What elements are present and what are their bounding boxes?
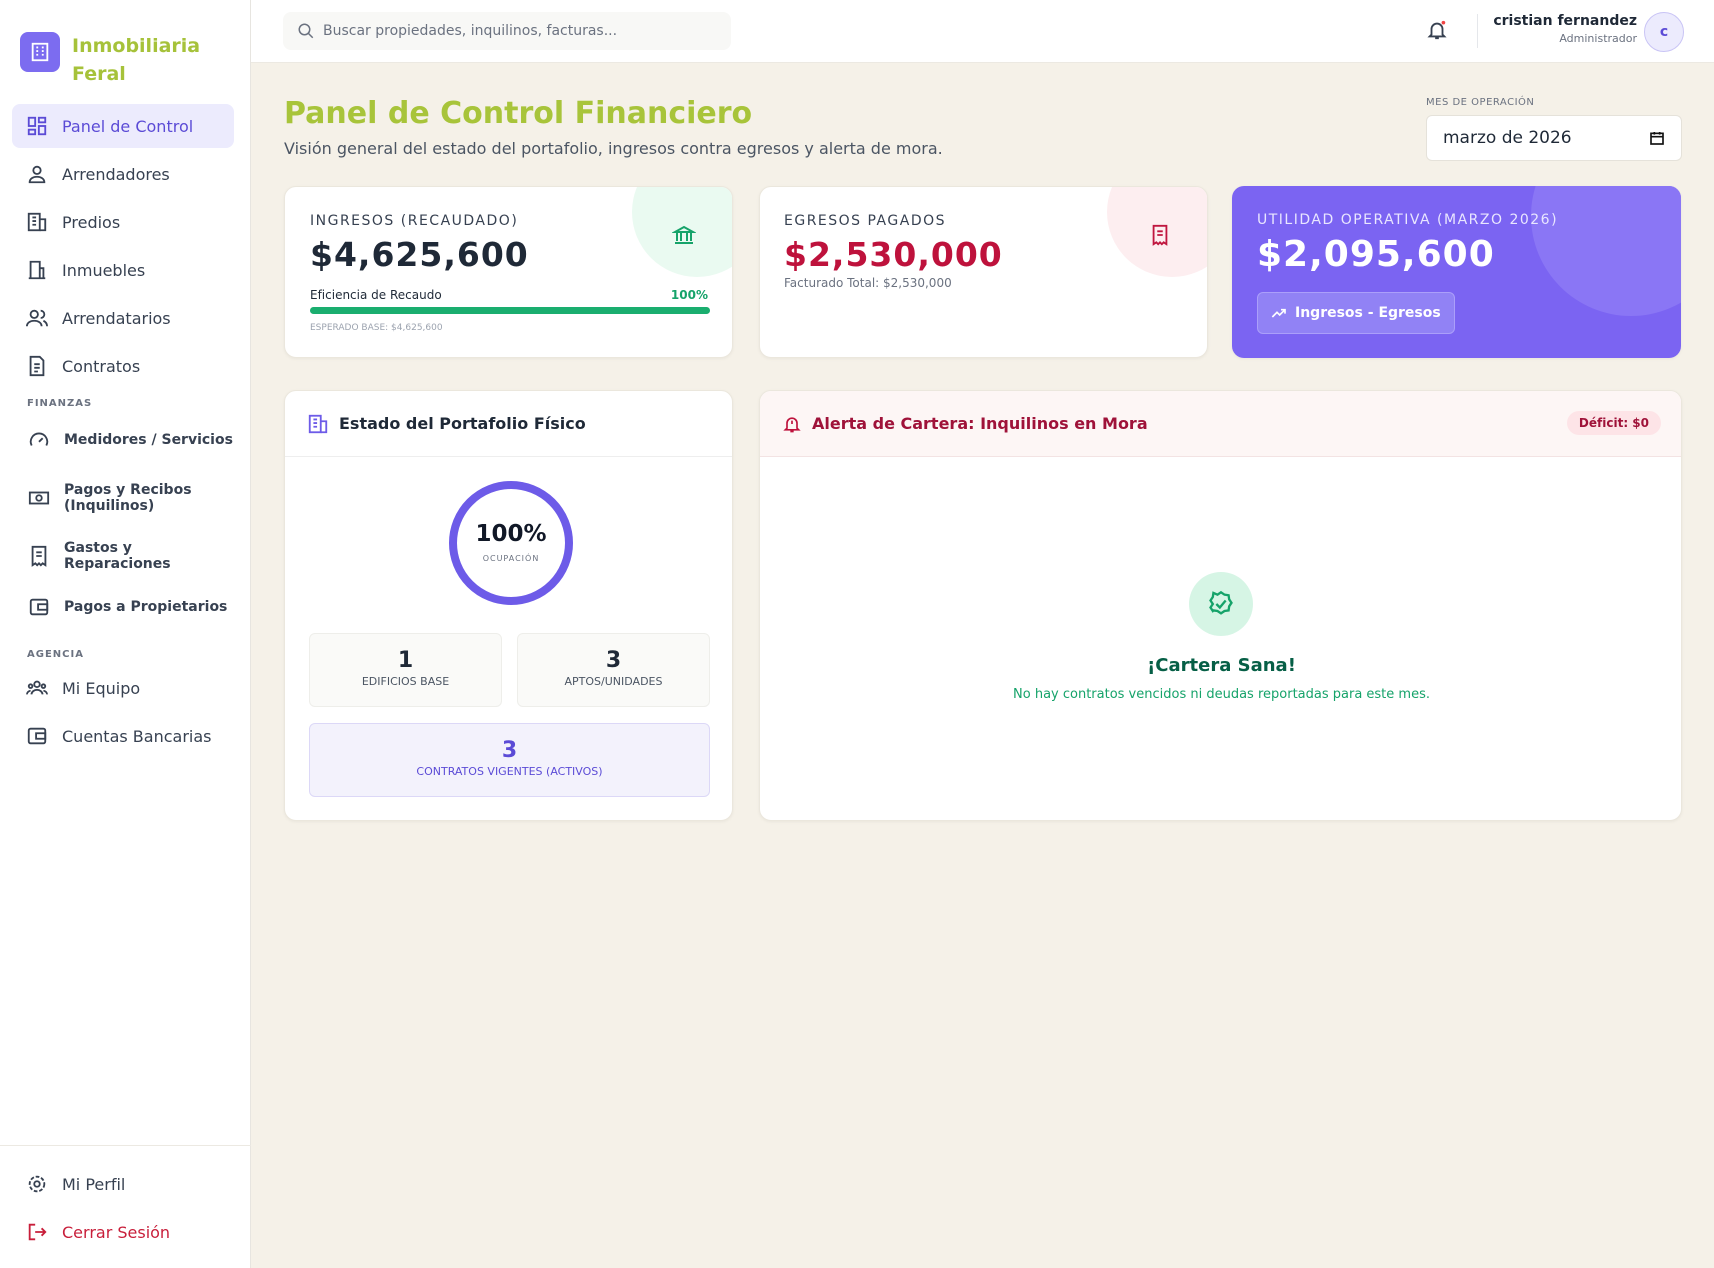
nav-item[interactable]: Mi Equipo: [12, 666, 234, 710]
deficit-badge: Déficit: $0: [1566, 411, 1661, 435]
nav-label: Cerrar Sesión: [62, 1222, 171, 1242]
nav-label: Pagos a Propietarios: [64, 599, 228, 615]
nav-item[interactable]: Gastos y Reparaciones: [12, 531, 234, 581]
contracts-box: 3 CONTRATOS VIGENTES (ACTIVOS): [309, 723, 710, 797]
card-title: Alerta de Cartera: Inquilinos en Mora: [812, 414, 1148, 433]
nav-label: Predios: [62, 212, 121, 232]
card-header: Estado del Portafolio Físico: [285, 391, 732, 457]
nav-label: Gastos y Reparaciones: [64, 540, 171, 572]
progress-fill: [310, 307, 710, 314]
ok-icon: [1189, 572, 1253, 636]
button-label: Ingresos - Egresos: [1295, 305, 1441, 321]
utility-card: UTILIDAD OPERATIVA (MARZO 2026) $2,095,6…: [1232, 186, 1681, 358]
avatar[interactable]: c: [1644, 12, 1684, 52]
brand-name: Inmobiliaria Feral: [72, 35, 201, 85]
user-name: cristian fernandez: [1493, 13, 1637, 29]
stat-value: 3: [605, 648, 622, 673]
month-picker[interactable]: marzo de 2026: [1426, 115, 1682, 161]
contracts-value: 3: [501, 738, 518, 763]
sidebar-footer: Mi Perfil Cerrar Sesión: [0, 1145, 251, 1254]
section-title: FINANZAS: [27, 398, 93, 409]
nav-label: Contratos: [62, 356, 141, 376]
bank-icon: [672, 225, 696, 244]
month-label: MES DE OPERACIÓN: [1426, 97, 1535, 108]
brand-logo: [20, 32, 60, 72]
stat-box: 3 APTOS/UNIDADES: [517, 633, 710, 707]
card-title: Estado del Portafolio Físico: [339, 414, 586, 433]
stat-value: 1: [397, 648, 414, 673]
utility-button[interactable]: Ingresos - Egresos: [1257, 292, 1455, 334]
card-note: Facturado Total: $2,530,000: [784, 276, 952, 290]
nav-item[interactable]: Arrendadores: [12, 152, 234, 196]
stat-label: APTOS/UNIDADES: [564, 675, 663, 688]
page-title: Panel de Control Financiero: [284, 96, 753, 131]
expected-note: ESPERADO BASE: $4,625,600: [310, 323, 443, 333]
nav-item[interactable]: Inmuebles: [12, 248, 234, 292]
nav-item[interactable]: Predios: [12, 200, 234, 244]
nav-label: Pagos y Recibos (Inquilinos): [64, 482, 192, 514]
nav-label: Cuentas Bancarias: [62, 726, 212, 746]
nav-item[interactable]: Pagos a Propietarios: [12, 581, 234, 633]
search-placeholder: Buscar propiedades, inquilinos, facturas…: [323, 23, 618, 39]
nav-item[interactable]: Mi Perfil: [12, 1162, 234, 1206]
top-bar: Buscar propiedades, inquilinos, facturas…: [251, 0, 1714, 63]
notifications[interactable]: [1426, 18, 1448, 42]
occupancy-value: 100%: [475, 521, 546, 547]
empty-title: ¡Cartera Sana!: [1147, 655, 1296, 676]
progress-track: [310, 307, 710, 314]
brand[interactable]: Inmobiliaria Feral: [20, 32, 202, 88]
nav-label: Inmuebles: [62, 260, 146, 280]
nav-label: Panel de Control: [62, 116, 194, 136]
nav-item[interactable]: Medidores / Servicios: [12, 415, 234, 465]
main-nav: Panel de Control Arrendadores Predios In…: [0, 104, 234, 758]
card-label: EGRESOS PAGADOS: [784, 213, 947, 229]
expenses-card: EGRESOS PAGADOS $2,530,000 Facturado Tot…: [759, 186, 1208, 358]
search-box[interactable]: Buscar propiedades, inquilinos, facturas…: [283, 12, 731, 50]
stat-box: 1 EDIFICIOS BASE: [309, 633, 502, 707]
month-value: marzo de 2026: [1443, 128, 1572, 148]
nav-label: Mi Equipo: [62, 678, 141, 698]
nav-item[interactable]: Contratos: [12, 344, 234, 388]
card-amount: $4,625,600: [310, 235, 529, 274]
nav-item[interactable]: Arrendatarios: [12, 296, 234, 340]
nav-item[interactable]: Cuentas Bancarias: [12, 714, 234, 758]
nav-item[interactable]: Panel de Control: [12, 104, 234, 148]
stat-label: EDIFICIOS BASE: [361, 675, 450, 688]
nav-item[interactable]: Cerrar Sesión: [12, 1210, 234, 1254]
nav-label: Mi Perfil: [62, 1174, 126, 1194]
card-label: INGRESOS (RECAUDADO): [310, 213, 519, 229]
receipt-icon: [1152, 224, 1168, 246]
divider: [1477, 14, 1478, 48]
donut-arc: [449, 481, 573, 605]
user-role: Administrador: [1559, 32, 1637, 45]
occupancy-label: OCUPACIÓN: [483, 552, 540, 563]
user-info[interactable]: cristian fernandez Administrador: [1493, 13, 1637, 45]
page-subtitle: Visión general del estado del portafolio…: [284, 139, 943, 158]
nav-label: Arrendatarios: [62, 308, 171, 328]
empty-message: No hay contratos vencidos ni deudas repo…: [1013, 687, 1430, 702]
nav-label: Arrendadores: [62, 164, 170, 184]
contracts-label: CONTRATOS VIGENTES (ACTIVOS): [416, 765, 603, 778]
efficiency-value: 100%: [670, 288, 708, 302]
card-label: UTILIDAD OPERATIVA (MARZO 2026): [1257, 212, 1559, 228]
card-amount: $2,530,000: [784, 235, 1003, 274]
nav-item[interactable]: Pagos y Recibos (Inquilinos): [12, 465, 234, 531]
section-title: AGENCIA: [27, 649, 84, 660]
card-header: Alerta de Cartera: Inquilinos en Mora: [760, 391, 1681, 457]
sidebar: Inmobiliaria Feral Panel de Control Arre…: [0, 0, 251, 1268]
card-amount: $2,095,600: [1257, 234, 1495, 275]
nav-label: Medidores / Servicios: [64, 432, 233, 448]
decor: [1531, 186, 1681, 316]
alert-card: Alerta de Cartera: Inquilinos en Mora Dé…: [759, 390, 1682, 821]
efficiency-label: Eficiencia de Recaudo: [310, 288, 442, 302]
portfolio-card: Estado del Portafolio Físico 100% OCUPAC…: [284, 390, 733, 821]
income-card: INGRESOS (RECAUDADO) $4,625,600 Eficienc…: [284, 186, 733, 358]
occupancy-donut: 100% OCUPACIÓN: [449, 481, 573, 605]
